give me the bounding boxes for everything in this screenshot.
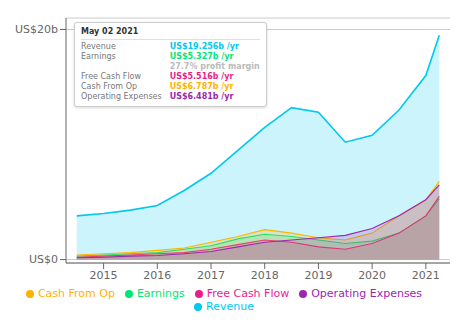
svg-text:US$0: US$0 — [29, 253, 58, 266]
svg-text:2020: 2020 — [358, 269, 386, 282]
html-text:May 02 2021: May 02 2021 — [81, 27, 139, 36]
html-text:Cash From Op: Cash From Op — [37, 287, 115, 300]
html-text:Revenue: Revenue — [81, 42, 116, 51]
html-text:Cash From Op: Cash From Op — [81, 82, 137, 91]
html-text:US$5.327b /yr: US$5.327b /yr — [169, 52, 234, 61]
svg-text:US$20b: US$20b — [15, 23, 58, 36]
html-text:Operating Expenses: Operating Expenses — [311, 287, 423, 300]
html-text:US$6.787b /yr: US$6.787b /yr — [169, 82, 234, 91]
svg-text:2016: 2016 — [143, 269, 171, 282]
html-text:27.7% profit margin: 27.7% profit margin — [169, 62, 260, 71]
svg-text:2019: 2019 — [304, 269, 332, 282]
svg-text:2021: 2021 — [412, 269, 440, 282]
html-text:Free Cash Flow: Free Cash Flow — [81, 72, 142, 81]
svg-text:2017: 2017 — [197, 269, 225, 282]
svg-text:2015: 2015 — [90, 269, 118, 282]
html-text:Revenue: Revenue — [206, 300, 254, 313]
html-text:Earnings: Earnings — [136, 287, 185, 300]
html-text:Free Cash Flow: Free Cash Flow — [206, 287, 290, 300]
svg-text:2018: 2018 — [251, 269, 279, 282]
html-text:US$5.516b /yr: US$5.516b /yr — [169, 72, 234, 81]
html-text:Operating Expenses: Operating Expenses — [81, 92, 162, 101]
html-text:US$6.481b /yr: US$6.481b /yr — [169, 92, 234, 101]
html-text:US$19.256b /yr: US$19.256b /yr — [169, 42, 239, 51]
html-text:Earnings: Earnings — [81, 52, 116, 61]
